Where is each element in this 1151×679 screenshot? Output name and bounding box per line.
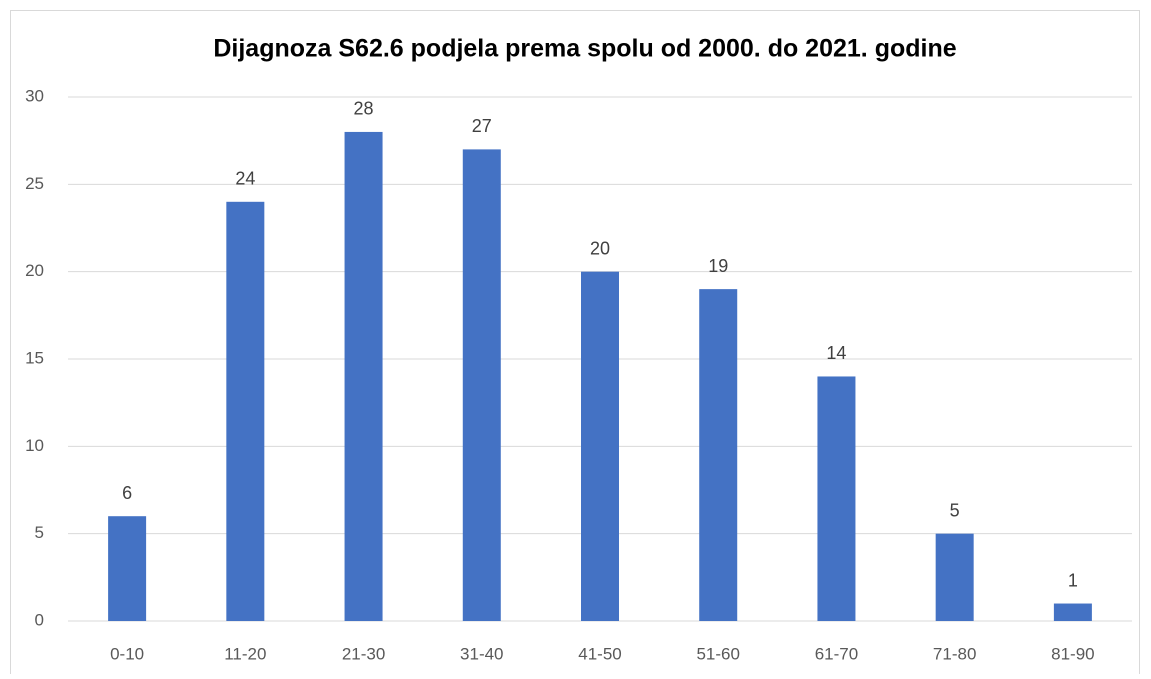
data-label: 19 xyxy=(708,256,728,276)
data-label: 24 xyxy=(235,169,255,189)
x-tick-label: 41-50 xyxy=(578,644,621,663)
bar xyxy=(226,201,265,622)
bar xyxy=(108,516,147,621)
bar xyxy=(817,376,856,621)
x-tick-label: 0-10 xyxy=(110,644,144,663)
y-tick-label: 20 xyxy=(25,261,44,280)
x-tick-label: 81-90 xyxy=(1051,644,1094,663)
data-label: 27 xyxy=(472,116,492,136)
x-tick-label: 51-60 xyxy=(696,644,739,663)
x-tick-label: 11-20 xyxy=(224,644,266,663)
bar xyxy=(344,131,383,621)
x-tick-label: 61-70 xyxy=(815,644,858,663)
x-tick-label: 21-30 xyxy=(342,644,385,663)
bar xyxy=(462,149,501,621)
bar xyxy=(581,271,619,621)
data-label: 20 xyxy=(590,238,610,258)
data-label: 6 xyxy=(122,483,132,503)
y-tick-label: 0 xyxy=(35,610,44,629)
y-tick-label: 5 xyxy=(35,523,44,542)
data-label: 1 xyxy=(1068,570,1078,590)
x-tick-label: 31-40 xyxy=(460,644,503,663)
y-tick-label: 10 xyxy=(25,436,44,455)
y-tick-label: 30 xyxy=(25,86,44,105)
bar xyxy=(699,289,738,621)
data-label: 14 xyxy=(826,343,846,363)
data-label: 5 xyxy=(950,500,960,520)
bar xyxy=(1053,603,1092,621)
y-tick-label: 25 xyxy=(25,174,44,193)
x-tick-label: 71-80 xyxy=(933,644,976,663)
bar xyxy=(935,533,974,621)
chart-title: Dijagnoza S62.6 podjela prema spolu od 2… xyxy=(213,35,956,63)
y-tick-label: 15 xyxy=(25,348,44,367)
data-label: 28 xyxy=(354,99,374,119)
